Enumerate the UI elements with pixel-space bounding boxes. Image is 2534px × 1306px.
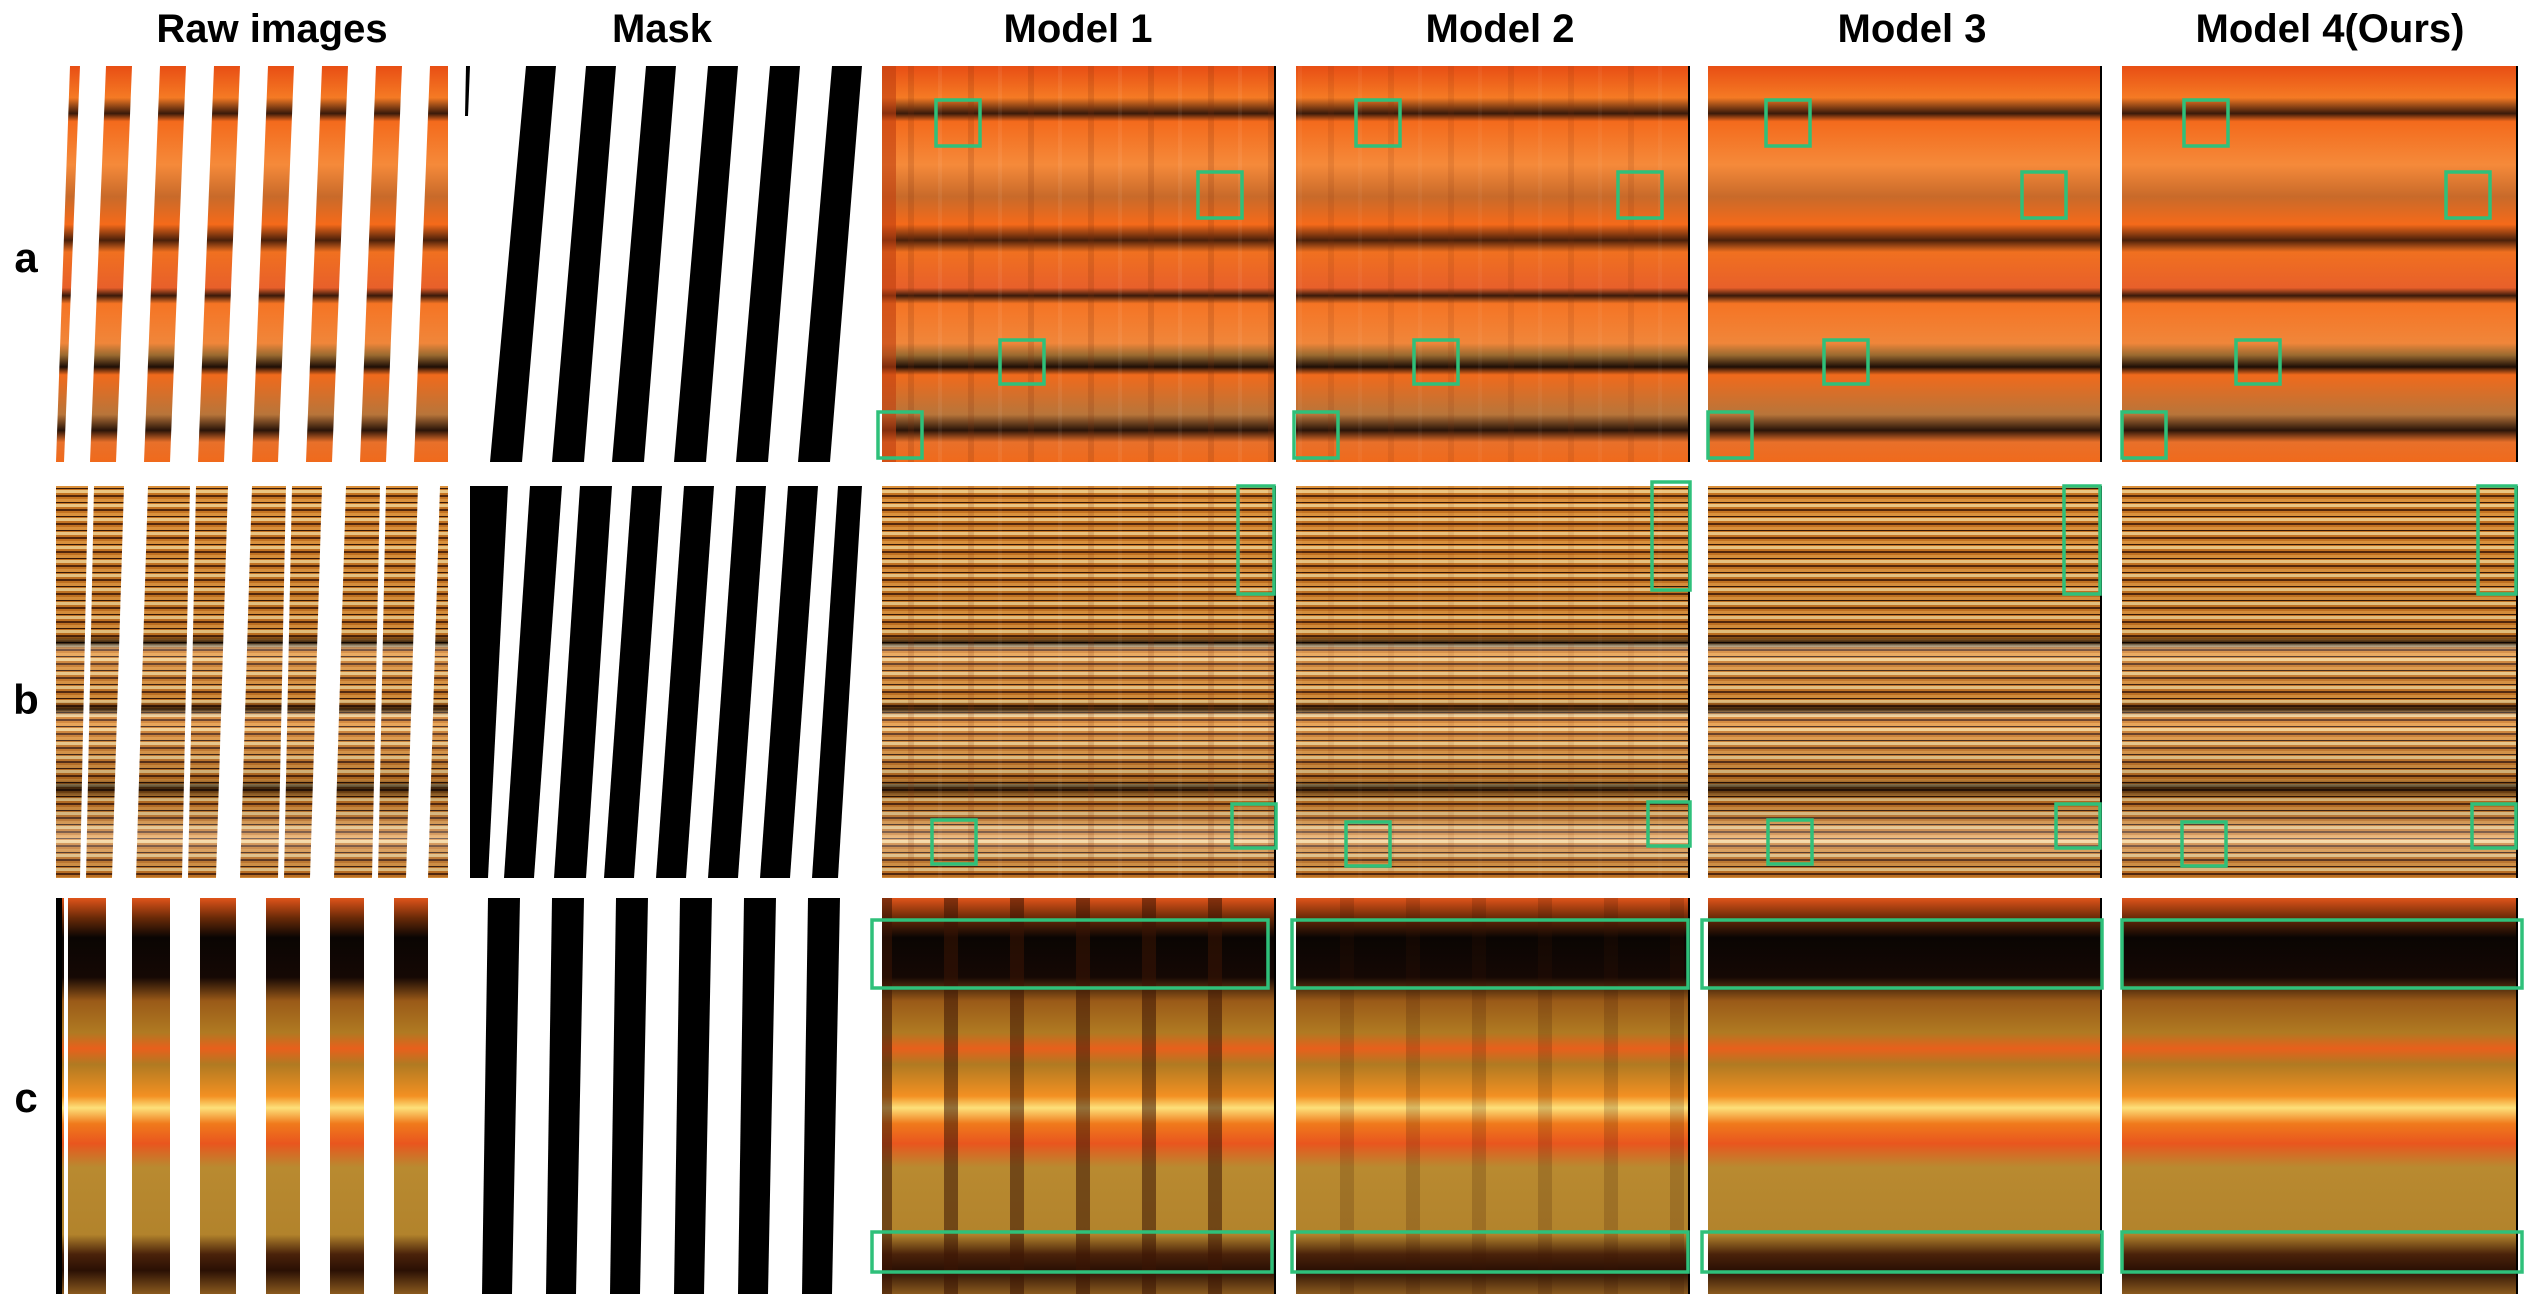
column-title-model-2: Model 2 — [1426, 7, 1575, 51]
model-4-output-b — [2122, 486, 2518, 878]
highlight-boxes-a — [876, 98, 2492, 460]
model-3-output-b — [1708, 486, 2102, 878]
row-a — [56, 66, 2518, 462]
row-b — [56, 480, 2518, 878]
model-4-output-a — [2122, 66, 2518, 462]
raw-image-b — [56, 486, 448, 878]
highlight-boxes-c — [870, 918, 2524, 1274]
raw-image-a — [56, 66, 448, 462]
column-titles: Raw images Mask Model 1 Model 2 Model 3 … — [156, 7, 2464, 51]
model-2-output-a — [1296, 66, 1690, 462]
row-label-a: a — [14, 234, 38, 281]
column-title-model-4: Model 4(Ours) — [2196, 7, 2465, 51]
model-3-output-c — [1708, 898, 2102, 1294]
row-label-b: b — [13, 676, 39, 723]
column-title-mask: Mask — [612, 7, 713, 51]
model-4-output-c — [2122, 898, 2518, 1294]
row-labels: a b c — [13, 234, 39, 1121]
column-title-raw-images: Raw images — [156, 7, 387, 51]
row-c — [56, 898, 2524, 1294]
model-2-output-b — [1296, 486, 1690, 878]
mask-a — [465, 66, 862, 462]
model-1-output-b — [882, 486, 1276, 878]
highlight-boxes-b — [930, 480, 2518, 868]
model-1-output-a — [882, 66, 1276, 462]
model-3-output-a — [1708, 66, 2102, 462]
model-2-output-c — [1296, 898, 1690, 1294]
row-label-c: c — [14, 1074, 37, 1121]
mask-c — [482, 898, 840, 1294]
model-1-output-c — [882, 898, 1276, 1294]
column-title-model-3: Model 3 — [1838, 7, 1987, 51]
raw-image-c — [56, 898, 448, 1294]
column-title-model-1: Model 1 — [1004, 7, 1153, 51]
mask-b — [470, 486, 862, 878]
